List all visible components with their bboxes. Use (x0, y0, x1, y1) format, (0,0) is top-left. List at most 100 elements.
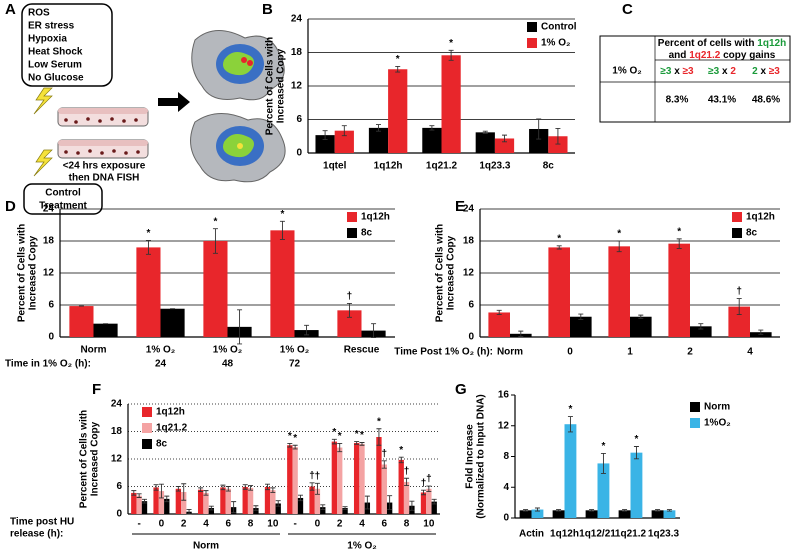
bar (203, 241, 228, 337)
error-bar (186, 508, 192, 515)
title-part: and (669, 50, 687, 61)
cell-value: 48.6% (752, 95, 780, 106)
legend-label: Norm (704, 402, 730, 413)
y-tick-label: 24 (463, 204, 475, 215)
legend-swatch (347, 228, 357, 238)
legend-swatch (690, 402, 700, 412)
bar (585, 510, 598, 518)
bar (690, 326, 712, 337)
error-bar (242, 484, 248, 490)
x-tick-label: 1q23.3 (648, 529, 680, 540)
y-axis-label: Percent of Cells with (435, 224, 446, 322)
legend-label: 1q21.2 (156, 423, 188, 434)
x-tick-sublabel: 48 (222, 359, 234, 370)
significance-marker: † (404, 466, 410, 477)
y-axis-label: (Normalized to Input DNA) (476, 394, 487, 518)
error-bar (220, 484, 226, 491)
y-tick-label: 24 (111, 399, 123, 410)
error-bar (376, 428, 382, 446)
bar (630, 452, 643, 518)
error-bar (431, 498, 437, 505)
error-bar (482, 130, 488, 134)
error-bar (555, 127, 561, 145)
error-bar (371, 323, 377, 338)
error-bar (265, 483, 271, 491)
bar (253, 508, 259, 514)
bar (548, 136, 568, 153)
bar (320, 507, 326, 514)
y-axis-label: Percent of Cells with (79, 410, 90, 508)
error-bar (153, 484, 159, 491)
legend-swatch (732, 212, 742, 222)
error-bar (231, 501, 237, 514)
significance-marker: * (332, 427, 336, 438)
bar (203, 492, 209, 514)
significance-marker: † (347, 291, 353, 302)
x-tick-label: 1q12/21 (579, 529, 616, 540)
x-tick-label: 2 (687, 347, 693, 358)
y-tick-label: 18 (291, 47, 303, 58)
error-bar (136, 493, 142, 498)
y-tick-label: 24 (43, 204, 55, 215)
row-label: 1% O₂ (612, 66, 641, 77)
x-tick-label: Rescue (344, 345, 380, 356)
error-bar (666, 509, 672, 512)
bolt (33, 149, 53, 177)
x-tick-label: 0 (159, 519, 165, 530)
exposure-text: <24 hrs exposure (63, 161, 146, 172)
significance-marker: * (617, 229, 621, 240)
x-tick-label: Actin (519, 529, 544, 540)
significance-marker: † (426, 474, 432, 485)
dish (57, 107, 149, 159)
cell (191, 30, 285, 101)
arrow (158, 92, 190, 112)
bar (242, 486, 248, 514)
bar (181, 492, 187, 514)
y-axis-label: Percent of Cells with (17, 224, 28, 322)
y-tick-label: 18 (43, 236, 55, 247)
significance-marker: * (677, 227, 681, 238)
bar (376, 437, 382, 514)
legend-label: 1% O₂ (541, 38, 570, 49)
y-tick-label: 6 (468, 300, 474, 311)
legend-swatch (142, 407, 152, 417)
stress-box (21, 3, 113, 87)
error-bar (275, 500, 281, 507)
y-tick-label: 6 (48, 300, 54, 311)
error-bar (655, 509, 661, 512)
panel-label: B (262, 1, 273, 18)
y-tick-label: 6 (296, 114, 302, 125)
error-bar (297, 494, 303, 502)
significance-marker: * (338, 431, 342, 442)
table: Percent of cells with 1q12h and 1q21.2 c… (599, 35, 791, 123)
bar (69, 306, 94, 337)
bar (570, 316, 592, 337)
y-tick-label: 12 (463, 268, 475, 279)
y-tick-label: 12 (111, 454, 123, 465)
bar (275, 503, 281, 514)
y-axis-label: Percent of Cells with (265, 37, 276, 135)
error-bar (309, 482, 315, 491)
x-tick-label: 1q12h (374, 161, 403, 172)
y-tick-label: 18 (111, 426, 123, 437)
error-bar (578, 313, 584, 320)
error-bar (398, 456, 404, 464)
bar (337, 447, 343, 514)
error-bar (175, 486, 181, 492)
col-header: ≥3 x ≥3 (660, 66, 694, 77)
error-bar (212, 228, 218, 254)
error-bar (556, 509, 562, 512)
bar (315, 135, 335, 153)
bar (552, 510, 565, 518)
cell-value: 43.1% (708, 95, 736, 106)
title-part: Percent of cells with (658, 38, 755, 49)
bar (475, 132, 495, 153)
y-tick-label: 0 (116, 509, 122, 520)
error-bar (536, 118, 542, 140)
error-bar (638, 314, 644, 319)
error-bar (322, 130, 328, 141)
y-tick-label: 0 (468, 332, 474, 343)
y-tick-label: 12 (43, 268, 55, 279)
error-bar (237, 309, 243, 345)
